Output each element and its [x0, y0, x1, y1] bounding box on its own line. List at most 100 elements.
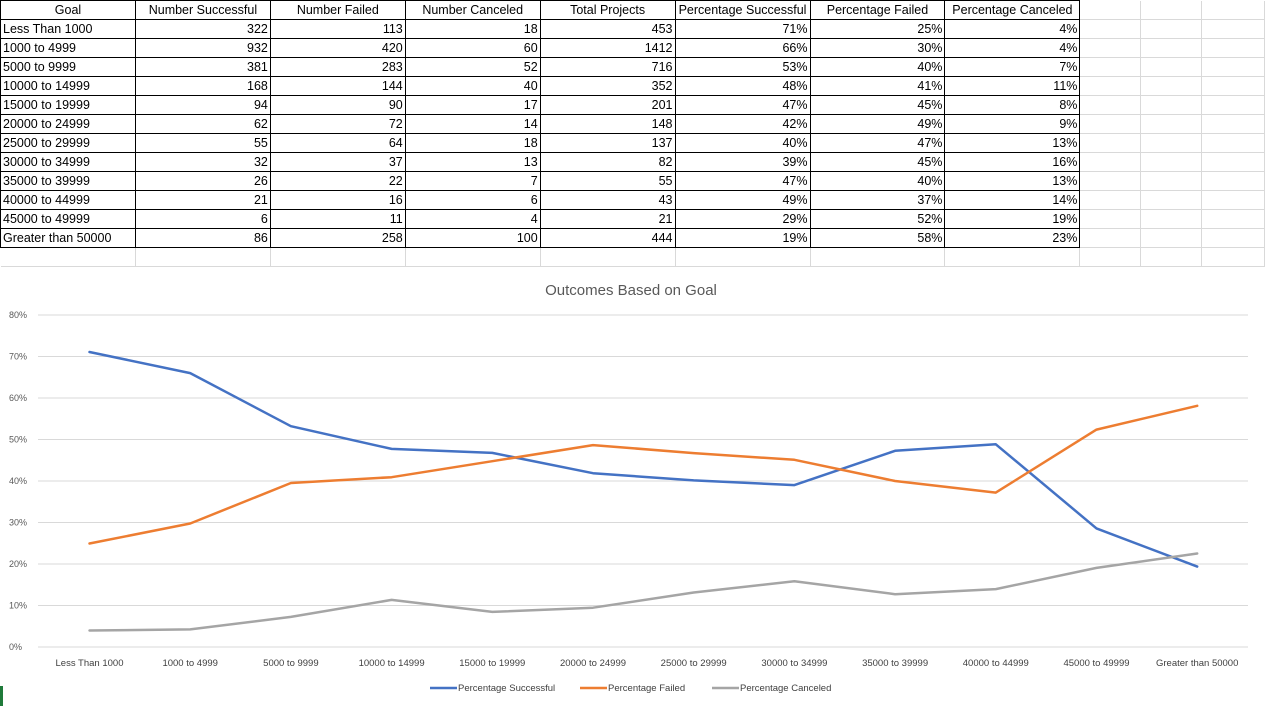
table-cell[interactable]: 35000 to 39999: [0, 171, 136, 191]
empty-cell[interactable]: [1201, 133, 1265, 153]
table-cell[interactable]: 45%: [810, 95, 946, 115]
table-cell[interactable]: 420: [270, 38, 406, 58]
table-cell[interactable]: 72: [270, 114, 406, 134]
table-cell[interactable]: 71%: [675, 19, 811, 39]
column-header[interactable]: Number Failed: [270, 0, 406, 20]
table-cell[interactable]: Greater than 50000: [0, 228, 136, 248]
empty-cell[interactable]: [1201, 228, 1265, 248]
empty-cell[interactable]: [1079, 228, 1142, 248]
table-cell[interactable]: 49%: [810, 114, 946, 134]
table-cell[interactable]: 14: [405, 114, 541, 134]
empty-cell[interactable]: [1201, 171, 1265, 191]
empty-cell[interactable]: [810, 247, 946, 267]
table-cell[interactable]: 25000 to 29999: [0, 133, 136, 153]
table-cell[interactable]: 113: [270, 19, 406, 39]
table-cell[interactable]: Less Than 1000: [0, 19, 136, 39]
empty-cell[interactable]: [1079, 209, 1142, 229]
series-line-2[interactable]: [88, 404, 1199, 545]
table-cell[interactable]: 49%: [675, 190, 811, 210]
empty-cell[interactable]: [1079, 38, 1142, 58]
empty-cell[interactable]: [1201, 190, 1265, 210]
column-header[interactable]: Total Projects: [540, 0, 676, 20]
empty-cell[interactable]: [1140, 228, 1203, 248]
table-cell[interactable]: 37%: [810, 190, 946, 210]
empty-cell[interactable]: [675, 247, 811, 267]
empty-cell[interactable]: [1201, 209, 1265, 229]
series-line-1[interactable]: [88, 350, 1199, 568]
table-cell[interactable]: 137: [540, 133, 676, 153]
empty-cell[interactable]: [944, 247, 1081, 267]
table-cell[interactable]: 14%: [944, 190, 1081, 210]
table-cell[interactable]: 47%: [675, 171, 811, 191]
table-cell[interactable]: 13%: [944, 133, 1081, 153]
empty-cell[interactable]: [1201, 114, 1265, 134]
table-cell[interactable]: 1412: [540, 38, 676, 58]
table-cell[interactable]: 19%: [944, 209, 1081, 229]
empty-cell[interactable]: [1079, 95, 1142, 115]
column-header[interactable]: Percentage Canceled: [944, 0, 1081, 20]
empty-cell[interactable]: [1201, 57, 1265, 77]
table-cell[interactable]: 40%: [675, 133, 811, 153]
table-cell[interactable]: 40%: [810, 57, 946, 77]
table-cell[interactable]: 148: [540, 114, 676, 134]
table-cell[interactable]: 37: [270, 152, 406, 172]
table-cell[interactable]: 30%: [810, 38, 946, 58]
empty-cell[interactable]: [1140, 114, 1203, 134]
table-cell[interactable]: 5000 to 9999: [0, 57, 136, 77]
table-cell[interactable]: 283: [270, 57, 406, 77]
table-cell[interactable]: 7%: [944, 57, 1081, 77]
table-cell[interactable]: 15000 to 19999: [0, 95, 136, 115]
table-cell[interactable]: 86: [135, 228, 271, 248]
empty-cell[interactable]: [1201, 76, 1265, 96]
table-cell[interactable]: 26: [135, 171, 271, 191]
empty-cell[interactable]: [1140, 190, 1203, 210]
table-cell[interactable]: 258: [270, 228, 406, 248]
table-cell[interactable]: 23%: [944, 228, 1081, 248]
table-cell[interactable]: 9%: [944, 114, 1081, 134]
empty-cell[interactable]: [1079, 0, 1142, 20]
empty-cell[interactable]: [270, 247, 406, 267]
empty-cell[interactable]: [1079, 133, 1142, 153]
empty-cell[interactable]: [1140, 38, 1203, 58]
table-cell[interactable]: 94: [135, 95, 271, 115]
empty-cell[interactable]: [1140, 171, 1203, 191]
empty-cell[interactable]: [1079, 171, 1142, 191]
table-cell[interactable]: 381: [135, 57, 271, 77]
empty-cell[interactable]: [1140, 133, 1203, 153]
table-cell[interactable]: 45%: [810, 152, 946, 172]
table-cell[interactable]: 22: [270, 171, 406, 191]
table-cell[interactable]: 6: [405, 190, 541, 210]
chart-area[interactable]: Outcomes Based on Goal 0% 10% 20% 30% 40% 50%…: [0, 268, 1265, 706]
empty-cell[interactable]: [1201, 152, 1265, 172]
table-cell[interactable]: 64: [270, 133, 406, 153]
table-cell[interactable]: 16%: [944, 152, 1081, 172]
empty-cell[interactable]: [1140, 95, 1203, 115]
table-cell[interactable]: 53%: [675, 57, 811, 77]
table-cell[interactable]: 322: [135, 19, 271, 39]
table-cell[interactable]: 40: [405, 76, 541, 96]
table-cell[interactable]: 66%: [675, 38, 811, 58]
empty-cell[interactable]: [405, 247, 541, 267]
table-cell[interactable]: 62: [135, 114, 271, 134]
table-cell[interactable]: 144: [270, 76, 406, 96]
empty-cell[interactable]: [1140, 209, 1203, 229]
table-cell[interactable]: 39%: [675, 152, 811, 172]
table-cell[interactable]: 43: [540, 190, 676, 210]
table-cell[interactable]: 4%: [944, 38, 1081, 58]
table-cell[interactable]: 18: [405, 19, 541, 39]
table-cell[interactable]: 168: [135, 76, 271, 96]
empty-cell[interactable]: [1079, 19, 1142, 39]
table-cell[interactable]: 25%: [810, 19, 946, 39]
table-cell[interactable]: 17: [405, 95, 541, 115]
table-cell[interactable]: 32: [135, 152, 271, 172]
table-cell[interactable]: 716: [540, 57, 676, 77]
table-cell[interactable]: 19%: [675, 228, 811, 248]
table-cell[interactable]: 55: [540, 171, 676, 191]
empty-cell[interactable]: [1079, 247, 1142, 267]
table-cell[interactable]: 42%: [675, 114, 811, 134]
empty-cell[interactable]: [1079, 190, 1142, 210]
table-cell[interactable]: 13%: [944, 171, 1081, 191]
table-cell[interactable]: 10000 to 14999: [0, 76, 136, 96]
table-cell[interactable]: 58%: [810, 228, 946, 248]
table-cell[interactable]: 11%: [944, 76, 1081, 96]
